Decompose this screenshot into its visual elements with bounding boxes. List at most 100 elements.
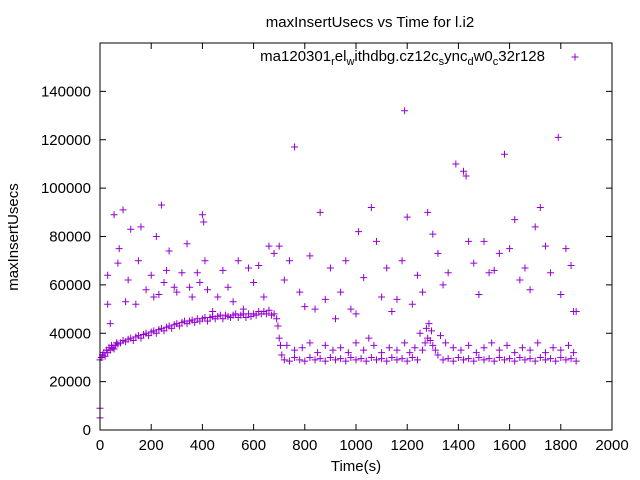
data-point — [260, 293, 268, 301]
legend-part: el — [335, 48, 347, 65]
data-point — [296, 356, 304, 364]
data-point — [462, 172, 470, 180]
data-point — [393, 295, 401, 303]
data-point — [547, 269, 555, 277]
y-tick-label: 0 — [83, 422, 91, 439]
data-point — [470, 259, 478, 267]
data-point — [150, 293, 158, 301]
data-point — [298, 344, 306, 352]
data-point — [564, 341, 572, 349]
x-tick-label: 1600 — [493, 437, 526, 454]
y-tick-label: 80000 — [49, 229, 91, 246]
x-axis-label: Time(s) — [331, 458, 381, 475]
data-point — [209, 307, 217, 315]
y-tick-label: 40000 — [49, 325, 91, 342]
data-point — [106, 320, 114, 328]
x-tick-label: 0 — [96, 437, 104, 454]
y-tick-label: 140000 — [41, 83, 91, 100]
data-point — [265, 306, 273, 314]
data-point — [183, 240, 191, 248]
data-point — [160, 278, 168, 286]
data-point — [229, 298, 237, 306]
data-point — [434, 249, 442, 257]
data-point — [419, 288, 427, 296]
legend-part: ync — [444, 48, 468, 65]
data-point — [419, 346, 427, 354]
x-tick-label: 1000 — [339, 437, 372, 454]
data-point — [475, 291, 483, 299]
data-point — [480, 356, 488, 364]
data-point — [347, 353, 355, 361]
data-point — [306, 353, 314, 361]
data-point — [385, 344, 393, 352]
data-point — [449, 357, 457, 365]
data-point — [460, 167, 468, 175]
data-point — [250, 278, 258, 286]
data-point — [134, 257, 142, 265]
x-tick-label: 800 — [292, 437, 317, 454]
data-point — [567, 262, 575, 270]
data-point — [403, 213, 411, 221]
data-point — [365, 334, 373, 342]
data-point — [378, 349, 386, 357]
data-point — [360, 346, 368, 354]
data-point — [480, 237, 488, 245]
data-point — [285, 357, 293, 365]
data-point — [165, 247, 173, 255]
data-point — [355, 228, 363, 236]
data-point — [554, 133, 562, 141]
data-point — [188, 293, 196, 301]
data-point — [526, 355, 534, 363]
data-point — [337, 344, 345, 352]
data-point — [119, 206, 127, 214]
data-point — [186, 283, 194, 291]
data-point — [434, 351, 442, 359]
data-point — [275, 242, 283, 250]
data-point — [388, 307, 396, 315]
data-point — [224, 283, 232, 291]
data-point — [424, 208, 432, 216]
data-point — [429, 230, 437, 238]
data-point — [490, 357, 498, 365]
data-point — [383, 264, 391, 272]
data-point — [516, 353, 524, 361]
x-tick-label: 2000 — [595, 437, 628, 454]
data-point — [316, 208, 324, 216]
legend: ma120301relwithdbg.cz12csyncdw0c32r128 — [260, 48, 579, 68]
y-tick-label: 100000 — [41, 180, 91, 197]
legend-subscript: d — [467, 56, 473, 68]
data-point — [104, 300, 112, 308]
data-point — [413, 356, 421, 364]
data-point — [329, 346, 337, 354]
y-tick-label: 120000 — [41, 132, 91, 149]
data-point — [160, 327, 168, 335]
legend-part: ma120301 — [260, 48, 331, 65]
data-point — [360, 274, 368, 282]
data-point — [137, 334, 145, 342]
data-point — [280, 356, 288, 364]
axis-ticks: 0 200 400 600 800 1000 1200 1400 1600 1800 2000020… — [41, 43, 629, 454]
data-point — [352, 356, 360, 364]
data-point — [567, 355, 575, 363]
data-point — [110, 211, 118, 219]
data-point — [444, 355, 452, 363]
data-point — [490, 266, 498, 274]
data-point — [239, 305, 247, 313]
data-point — [406, 349, 414, 357]
legend-part: 32r128 — [498, 48, 545, 65]
data-point — [114, 259, 122, 267]
data-point — [428, 327, 436, 335]
data-point — [536, 353, 544, 361]
legend-subscript: w — [345, 56, 354, 68]
data-point — [557, 353, 565, 361]
data-point — [500, 356, 508, 364]
data-point — [352, 310, 360, 318]
data-point — [178, 269, 186, 277]
data-point — [572, 357, 580, 365]
data-point — [485, 269, 493, 277]
data-point — [506, 355, 514, 363]
x-tick-label: 1200 — [391, 437, 424, 454]
data-point — [276, 341, 284, 349]
data-point — [511, 216, 519, 224]
data-point — [454, 353, 462, 361]
